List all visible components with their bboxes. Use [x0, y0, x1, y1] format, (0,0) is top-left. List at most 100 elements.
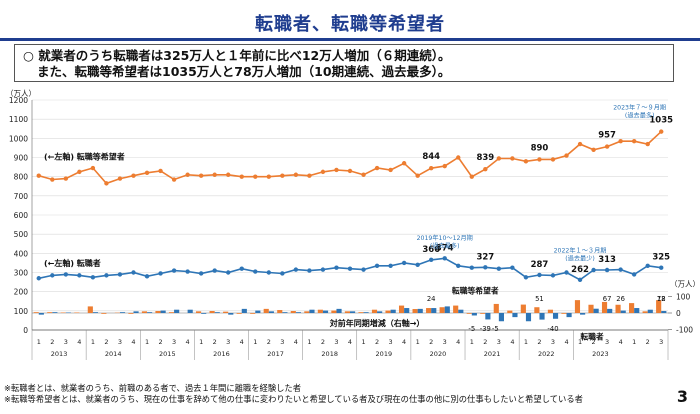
x-tick-label-quarter: 1 — [145, 338, 149, 346]
bar-changers-change — [539, 313, 545, 320]
bar-hopers-change — [168, 312, 175, 313]
y-tick-label: 300 — [14, 269, 29, 278]
hopers-point — [117, 176, 123, 181]
changers-point — [90, 275, 96, 280]
data-label-changers: 287 — [531, 260, 549, 270]
hopers-point — [577, 141, 583, 147]
hopers-point — [50, 177, 55, 182]
hopers-point — [456, 155, 461, 160]
hopers-point — [185, 172, 190, 177]
x-tick-label-quarter: 4 — [186, 338, 190, 346]
x-tick-label-quarter: 1 — [37, 338, 41, 346]
x-tick-label-year: 2020 — [430, 350, 447, 358]
bar-hopers-change — [358, 312, 364, 313]
bar-changers-change — [92, 312, 99, 313]
note-2019: 2019年10～12月期 — [417, 234, 473, 242]
hopers-point — [469, 174, 474, 179]
x-tick-label-quarter: 3 — [605, 338, 609, 346]
x-tick-label-quarter: 2 — [321, 338, 325, 346]
hopers-point — [631, 139, 637, 144]
changers-point — [280, 271, 285, 276]
data-label-bar: 51 — [535, 295, 544, 303]
bar-hopers-change — [223, 311, 229, 313]
bar-hopers-change — [290, 311, 296, 313]
x-tick-label-year: 2019 — [376, 350, 393, 358]
x-tick-label-quarter: 1 — [578, 338, 582, 346]
changers-point — [77, 273, 82, 278]
x-tick-label-quarter: 4 — [510, 338, 514, 346]
x-tick-label-quarter: 2 — [158, 338, 162, 346]
data-label-bar: 26 — [616, 295, 625, 303]
changers-point — [428, 257, 434, 263]
x-tick-label-quarter: 4 — [77, 338, 81, 346]
data-label-bar: 12 — [657, 295, 666, 303]
x-tick-label-quarter: 3 — [443, 338, 447, 346]
hopers-point — [618, 139, 623, 144]
bar-hopers-change — [507, 310, 513, 313]
x-tick-label-quarter: 1 — [416, 338, 420, 346]
bar-changers-change — [38, 313, 44, 315]
changers-point — [320, 267, 326, 272]
data-label-hopers: 839 — [476, 153, 494, 163]
hopers-point — [510, 156, 515, 161]
y-tick-label: 500 — [14, 230, 29, 239]
bar-hopers-change — [588, 304, 594, 313]
y-tick-label: 200 — [14, 288, 29, 297]
data-label-hopers: 890 — [531, 143, 549, 153]
footnotes: ※転職者とは、就業者のうち、前職のある者で、過去１年間に離職を経験した者 ※転職… — [4, 383, 583, 405]
bar-changers-change — [417, 308, 423, 313]
changers-point — [415, 262, 420, 268]
changers-point — [618, 267, 623, 272]
bar-changers-change — [620, 310, 626, 313]
hopers-point — [401, 161, 407, 166]
changers-point — [550, 273, 556, 278]
changers-point — [483, 265, 488, 270]
changers-point — [388, 263, 393, 268]
data-label-bar: 67 — [603, 295, 612, 303]
bar-hopers-change — [574, 300, 581, 313]
changers-point — [185, 269, 190, 274]
hopers-point — [307, 173, 312, 178]
changers-point — [537, 272, 542, 278]
x-tick-label-quarter: 1 — [199, 338, 203, 346]
hopers-point — [280, 173, 285, 178]
x-tick-label-quarter: 4 — [402, 338, 406, 346]
hopers-point — [645, 141, 650, 147]
data-label-bar: 24 — [427, 295, 436, 303]
y-tick-label: 900 — [14, 154, 29, 163]
x-tick-label-quarter: 1 — [361, 338, 365, 346]
hopers-point — [483, 166, 488, 172]
bar-hopers-change — [601, 301, 608, 313]
bar-hopers-change — [209, 311, 215, 313]
bar-hopers-change — [155, 311, 161, 313]
x-tick-label-quarter: 2 — [592, 338, 596, 346]
y-tick-label: 400 — [14, 249, 29, 258]
bar-changers-change — [377, 311, 383, 313]
x-tick-label-quarter: 4 — [240, 338, 244, 346]
hopers-point — [253, 174, 258, 179]
data-label-hopers: 844 — [422, 152, 440, 162]
changers-point — [401, 260, 407, 266]
hopers-point — [198, 173, 204, 178]
hopers-point — [374, 165, 380, 171]
bar-changers-change — [201, 313, 207, 314]
x-tick-label-quarter: 2 — [483, 338, 487, 346]
note-2023-sub: (過去最多) — [625, 112, 655, 120]
bar-changers-change — [52, 312, 58, 313]
bar-changers-change — [147, 312, 153, 313]
bar-changers-change — [160, 310, 166, 313]
x-tick-label-year: 2018 — [321, 350, 338, 358]
bar-label-hopers: 転職等希望者 — [452, 286, 499, 296]
changers-point — [266, 270, 272, 275]
bar-hopers-change — [304, 311, 310, 313]
note-2023: 2023年７～９月期 — [613, 104, 666, 112]
bar-hopers-change — [520, 304, 526, 313]
bar-hopers-change — [493, 303, 499, 313]
bar-changers-change — [295, 312, 302, 313]
changers-point — [631, 272, 637, 277]
changers-point — [604, 267, 610, 273]
changers-point — [659, 265, 664, 270]
changers-point — [523, 275, 529, 280]
bar-changers-change — [647, 309, 653, 313]
y-tick-label-right: 100 — [676, 293, 691, 302]
